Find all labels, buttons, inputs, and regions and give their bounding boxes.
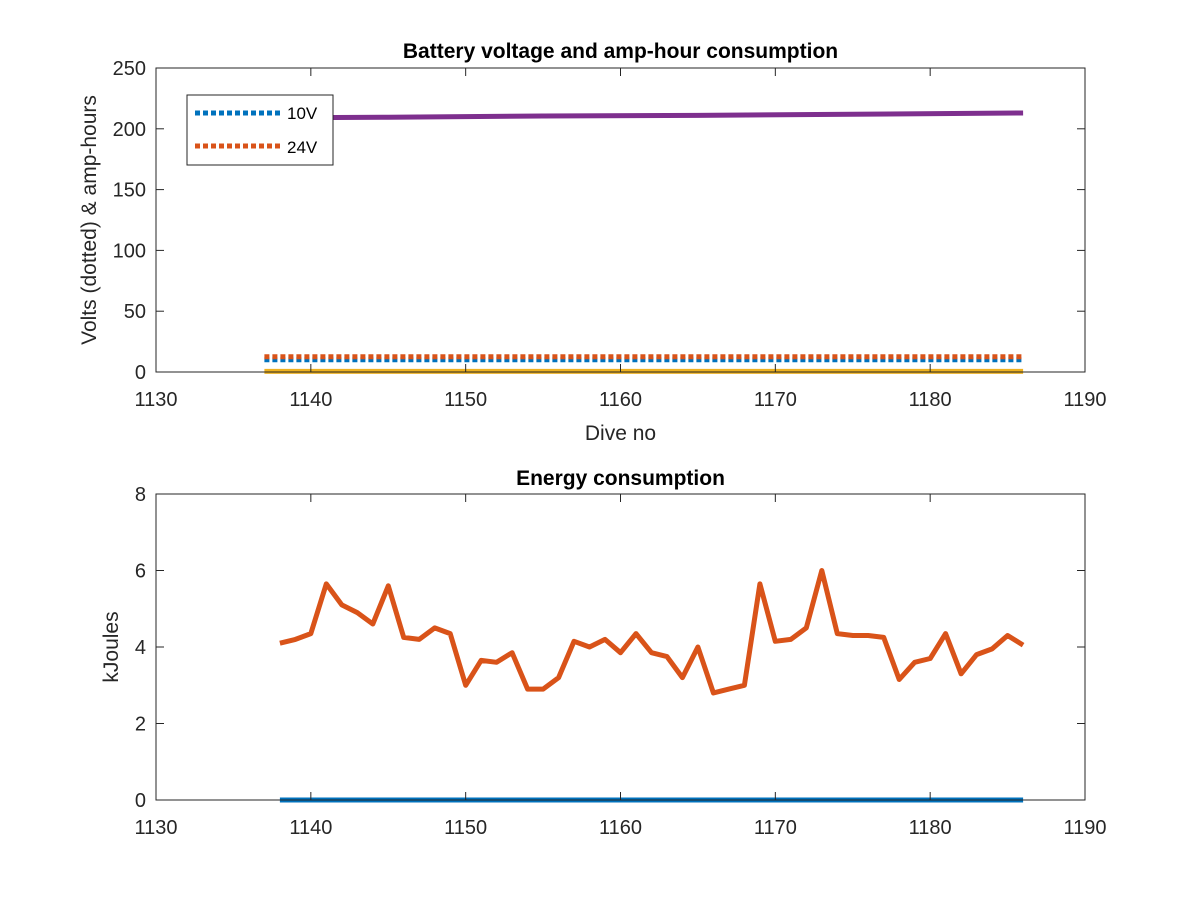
voltage-x-tick-label: 1150 xyxy=(444,389,487,411)
voltage-series-line-3 xyxy=(264,110,1024,121)
energy-x-tick-label: 1130 xyxy=(134,817,177,839)
voltage-x-axis-label: Dive no xyxy=(585,422,656,445)
energy-x-tick-label: 1160 xyxy=(599,817,642,839)
voltage-chart-title: Battery voltage and amp-hour consumption xyxy=(403,40,838,63)
voltage-y-tick-label: 250 xyxy=(113,58,146,80)
legend-label-24v: 24V xyxy=(287,138,318,157)
voltage-x-tick-label: 1170 xyxy=(754,389,797,411)
energy-y-tick-label: 8 xyxy=(135,484,146,506)
energy-x-tick-label: 1180 xyxy=(909,817,952,839)
energy-y-tick-label: 4 xyxy=(135,637,146,659)
voltage-axes: 1130 1140 1150 1160 1170 1180 1190 0 50 100 150 200… xyxy=(78,40,1107,445)
voltage-y-tick-label: 0 xyxy=(135,362,146,384)
energy-y-tick-label: 2 xyxy=(135,714,146,736)
voltage-x-tick-label: 1130 xyxy=(134,389,177,411)
voltage-x-tick-label: 1190 xyxy=(1063,389,1106,411)
voltage-y-tick-label: 200 xyxy=(113,119,146,141)
energy-x-tick-label: 1150 xyxy=(444,817,487,839)
voltage-y-axis-label: Volts (dotted) & amp-hours xyxy=(78,95,101,345)
energy-x-tick-label: 1140 xyxy=(289,817,332,839)
energy-axes: 1130 1140 1150 1160 1170 1180 1190 0 2 4 6 8 Energy… xyxy=(100,467,1107,839)
voltage-x-tick-label: 1180 xyxy=(909,389,952,411)
voltage-y-tick-label: 150 xyxy=(113,180,146,202)
energy-chart-title: Energy consumption xyxy=(516,467,725,490)
energy-y-tick-label: 6 xyxy=(135,561,146,583)
legend-box xyxy=(186,94,334,166)
voltage-x-tick-label: 1140 xyxy=(289,389,332,411)
voltage-legend: 10V 24V xyxy=(186,94,334,166)
voltage-x-tick-label: 1160 xyxy=(599,389,642,411)
voltage-y-tick-label: 100 xyxy=(113,240,146,262)
voltage-y-tick-label: 50 xyxy=(124,301,146,323)
legend-label-10v: 10V xyxy=(287,104,318,123)
energy-ticks: 1130 1140 1150 1160 1170 1180 1190 0 2 4 6 8 xyxy=(134,484,1106,839)
energy-y-axis-label: kJoules xyxy=(100,611,123,682)
voltage-ticks: 1130 1140 1150 1160 1170 1180 1190 0 50 100 150 200… xyxy=(113,58,1107,411)
energy-plot-area xyxy=(156,494,1085,800)
energy-x-tick-label: 1190 xyxy=(1063,817,1106,839)
energy-x-tick-label: 1170 xyxy=(754,817,797,839)
voltage-series-group xyxy=(264,110,1024,374)
energy-series-line-1 xyxy=(279,568,1025,696)
energy-y-tick-label: 0 xyxy=(135,790,146,812)
